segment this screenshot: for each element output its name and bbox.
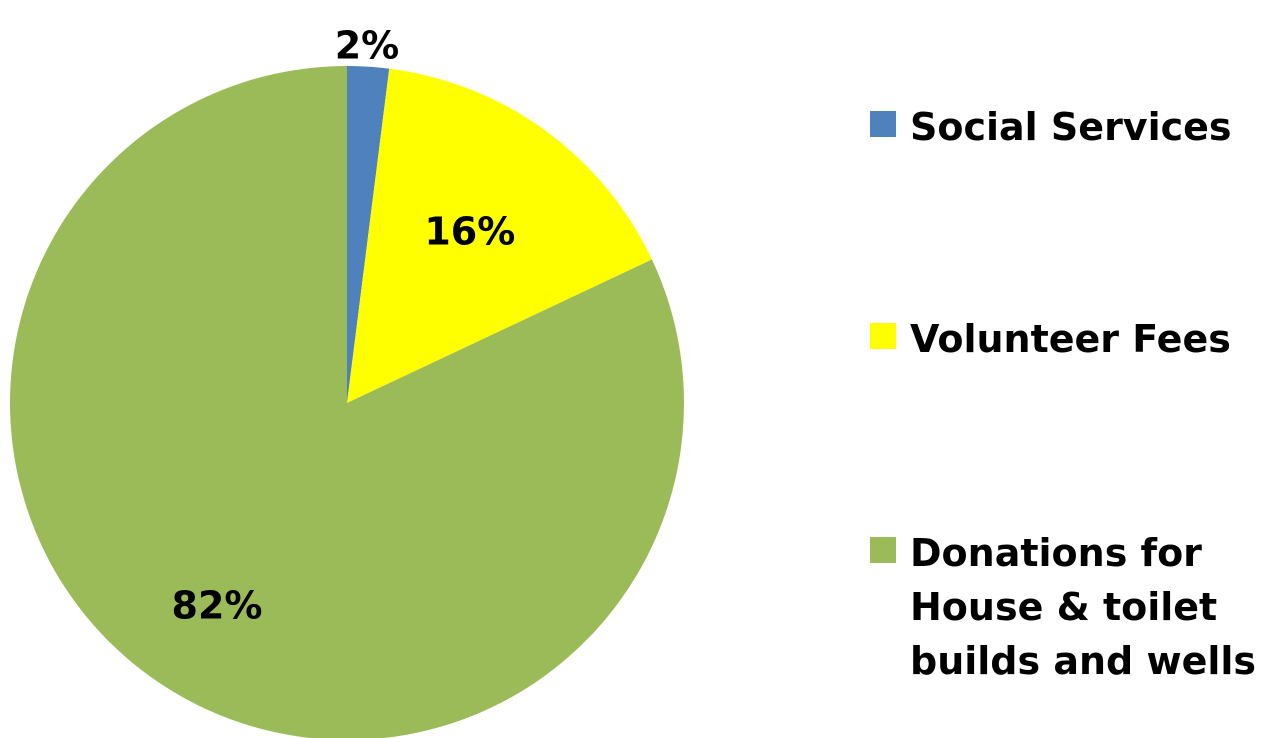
data-label-volunteer-fees: 16% (424, 209, 515, 253)
pie-chart: 2% 16% 82% (10, 24, 684, 738)
legend-item-volunteer-fees: Volunteer Fees (870, 312, 1270, 366)
legend-item-donations: Donations for House & toilet builds and … (870, 526, 1270, 688)
legend-item-social-services: Social Services (870, 100, 1270, 154)
data-label-donations: 82% (172, 583, 263, 627)
pie-slice-donations (10, 66, 684, 738)
pie-slice-social-services (347, 66, 390, 403)
legend-swatch-social-services (870, 111, 896, 137)
pie-slice-volunteer-fees (347, 68, 652, 403)
legend-label-donations: Donations for House & toilet builds and … (910, 531, 1257, 683)
legend-swatch-donations (870, 537, 896, 563)
legend-label-social-services: Social Services (910, 105, 1232, 149)
pie-slices (10, 66, 684, 738)
data-label-social-services: 2% (335, 24, 400, 68)
legend-label-volunteer-fees: Volunteer Fees (910, 317, 1231, 361)
pie-data-labels: 2% 16% 82% (172, 24, 516, 628)
chart-legend: Social Services Volunteer Fees Donations… (870, 0, 1280, 738)
legend-swatch-volunteer-fees (870, 323, 896, 349)
